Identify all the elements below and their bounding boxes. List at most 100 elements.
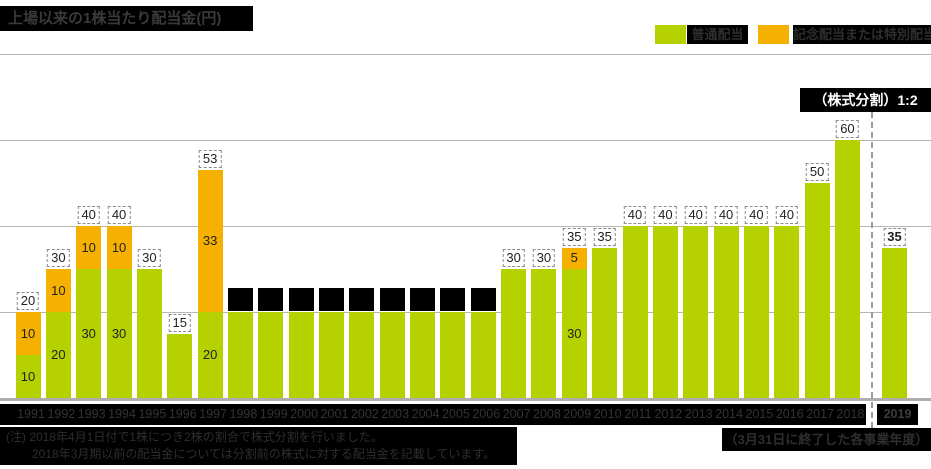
bar-ordinary-segment-1999 (258, 312, 284, 398)
bar-special-segment-1992 (45, 269, 71, 312)
bar-ordinary-segment-2010 (592, 247, 618, 398)
year-label-2007: 2007 (502, 407, 531, 421)
total-label-2010: 35 (593, 227, 616, 246)
bar-ordinary-segment-2005 (440, 312, 466, 398)
year-label-2000: 2000 (290, 407, 319, 421)
total-label-2018: 60 (836, 120, 859, 138)
ordinary-value-label-1997: 20 (202, 347, 218, 362)
special-value-label-1997: 33 (202, 233, 218, 249)
bar-ordinary-segment-2006 (470, 312, 496, 398)
x-axis-baseline (0, 398, 931, 401)
gridline-80 (0, 54, 931, 55)
redacted-label-box-2002 (349, 288, 375, 311)
year-label-2008: 2008 (533, 407, 561, 421)
fiscal-year-note: （3月31日に終了した各事業年度） (722, 428, 931, 451)
bar-ordinary-segment-1994 (106, 269, 132, 398)
bar-ordinary-segment-2009 (561, 269, 587, 398)
stock-split-annotation: （株式分割）1:2 (800, 88, 931, 112)
bar-ordinary-segment-2004 (410, 312, 436, 398)
total-label-2007: 30 (502, 249, 525, 267)
bar-ordinary-segment-1998 (227, 312, 253, 398)
total-label-1993: 40 (77, 206, 100, 224)
bar-ordinary-segment-2011 (622, 226, 648, 398)
special-value-label-1994: 10 (111, 239, 127, 255)
year-label-1996: 1996 (168, 407, 197, 421)
bar-ordinary-segment-2015 (743, 226, 769, 398)
bar-ordinary-segment-2019 (882, 247, 907, 398)
total-label-1992: 30 (47, 249, 70, 267)
bar-special-segment-1994 (106, 226, 132, 269)
total-label-2013: 40 (684, 206, 707, 224)
year-label-2014: 2014 (715, 407, 743, 421)
redacted-label-box-2004 (410, 288, 436, 311)
total-label-1991: 20 (16, 292, 40, 310)
year-label-2005: 2005 (441, 407, 470, 421)
total-label-1997: 53 (198, 150, 222, 169)
footnote-line-1: (注) 2018年4月1日付で1株につき2株の割合で株式分割を行いました。 (6, 430, 383, 444)
legend-ordinary-swatch (655, 25, 686, 44)
bar-ordinary-segment-1997 (197, 312, 223, 398)
total-label-2009: 35 (563, 227, 586, 246)
gridline-40 (0, 226, 931, 227)
bar-ordinary-segment-2013 (683, 226, 709, 398)
bar-ordinary-segment-2008 (531, 269, 557, 398)
total-label-2015: 40 (745, 206, 768, 224)
ordinary-value-label-1993: 30 (81, 325, 96, 341)
total-label-2012: 40 (654, 206, 677, 224)
total-label-1994: 40 (107, 206, 131, 224)
year-label-2009: 2009 (563, 407, 592, 421)
year-label-2010: 2010 (593, 407, 622, 421)
bar-special-segment-1997 (197, 170, 223, 312)
year-label-2003: 2003 (381, 407, 410, 421)
ordinary-value-label-1994: 30 (111, 325, 127, 341)
bar-ordinary-segment-1996 (167, 333, 193, 398)
bar-special-segment-1993 (76, 226, 102, 269)
year-label-2018: 2018 (836, 407, 865, 421)
year-label-2002: 2002 (350, 407, 379, 421)
ordinary-value-label-2009: 30 (567, 325, 582, 341)
bar-ordinary-segment-2002 (349, 312, 375, 398)
x-axis-strip-2019 (877, 404, 918, 425)
bar-ordinary-segment-1991 (15, 355, 41, 398)
special-value-label-1991: 10 (20, 325, 36, 341)
legend-special-label: 記念配当または特別配当 (793, 25, 931, 44)
bar-ordinary-segment-1995 (136, 269, 162, 398)
year-label-1995: 1995 (138, 407, 167, 421)
year-label-2011: 2011 (624, 407, 652, 421)
x-axis-strip (0, 404, 866, 425)
special-value-label-1992: 10 (51, 282, 66, 298)
total-label-1996: 15 (168, 313, 191, 332)
year-label-2012: 2012 (654, 407, 683, 421)
gridline-20 (0, 312, 931, 313)
year-label-2017: 2017 (806, 407, 834, 421)
special-value-label-1993: 10 (81, 239, 96, 255)
ordinary-value-label-1992: 20 (51, 347, 66, 362)
year-label-1998: 1998 (229, 407, 258, 421)
redacted-label-box-2005 (440, 288, 466, 311)
bar-ordinary-segment-1992 (45, 312, 71, 398)
redacted-label-box-1998 (227, 288, 253, 311)
year-label-1997: 1997 (199, 407, 227, 421)
footnote: (注) 2018年4月1日付で1株につき2株の割合で株式分割を行いました。 20… (0, 427, 517, 465)
total-label-2008: 30 (532, 249, 556, 267)
redacted-label-box-2001 (319, 288, 344, 311)
bar-ordinary-segment-2018 (834, 140, 860, 398)
bar-special-segment-1991 (15, 312, 41, 355)
year-label-2016: 2016 (775, 407, 804, 421)
total-label-2019: 35 (883, 227, 906, 246)
bar-ordinary-segment-2012 (652, 226, 678, 398)
year-label-1993: 1993 (77, 407, 106, 421)
bar-special-segment-2009 (561, 247, 587, 269)
special-value-label-2009: 5 (570, 250, 578, 266)
year-label-1992: 1992 (47, 407, 76, 421)
total-label-1995: 30 (138, 249, 161, 267)
bar-ordinary-segment-2003 (379, 312, 405, 398)
year-label-2013: 2013 (684, 407, 713, 421)
total-label-2016: 40 (775, 206, 798, 224)
redacted-label-box-1999 (258, 288, 284, 311)
total-label-2011: 40 (623, 206, 647, 224)
year-label-2019: 2019 (883, 407, 912, 421)
total-label-2014: 40 (714, 206, 738, 224)
year-label-1994: 1994 (108, 407, 136, 421)
